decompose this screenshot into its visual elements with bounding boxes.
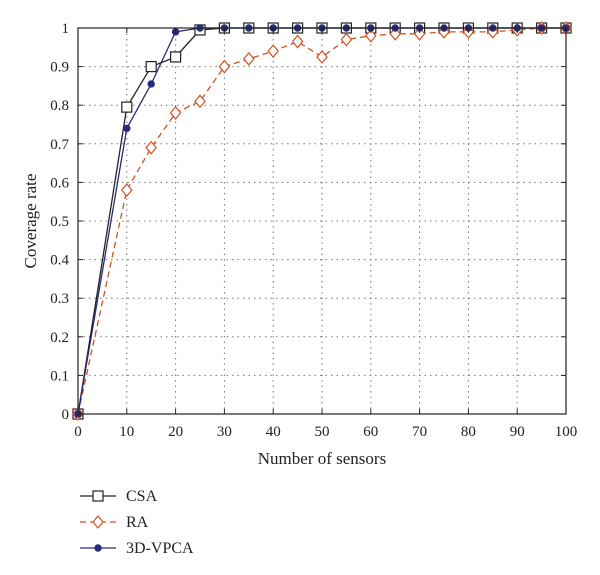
- x-tick-label: 20: [168, 424, 183, 440]
- data-point-ra: [194, 94, 206, 109]
- legend-item-ra: RA: [80, 514, 149, 531]
- data-point-csa: [145, 60, 157, 73]
- y-tick-label: 0.3: [50, 291, 69, 307]
- legend: CSA RA 3D-VPCA: [80, 488, 194, 557]
- data-point-ra: [389, 26, 401, 41]
- data-point-ra: [365, 28, 377, 43]
- x-tick-label: 40: [266, 424, 281, 440]
- legend-item-csa: CSA: [80, 488, 158, 505]
- axis-ticks: 0 10 20 30 40 50 60 70 80 90 100 0 0.1 0.2 0.3 0.4 0.5 0.…: [50, 21, 577, 440]
- y-tick-label: 0.7: [50, 137, 69, 153]
- grid-lines: [78, 28, 566, 414]
- data-point-ra: [291, 34, 304, 49]
- data-point-ra: [340, 32, 353, 47]
- y-tick-label: 0.1: [50, 368, 69, 384]
- x-tick-label: 80: [461, 424, 476, 440]
- x-tick-label: 60: [363, 424, 378, 440]
- legend-item-3d-vpca: 3D-VPCA: [80, 540, 194, 557]
- x-tick-label: 10: [119, 424, 134, 440]
- legend-marker-3d-vpca: [94, 544, 102, 552]
- legend-marker-ra: [92, 515, 104, 529]
- data-point-3d-vpca: [123, 124, 131, 133]
- y-tick-label: 0.9: [50, 60, 69, 76]
- y-tick-label: 0.8: [50, 98, 69, 114]
- legend-label-csa: CSA: [126, 488, 158, 505]
- data-point-ra: [145, 140, 157, 155]
- data-point-ra: [316, 50, 328, 64]
- x-tick-label: 30: [217, 424, 232, 440]
- y-tick-label: 0.5: [50, 214, 69, 230]
- data-point-ra: [169, 105, 182, 120]
- data-point-csa: [170, 51, 182, 63]
- data-point-ra: [121, 183, 133, 198]
- x-tick-label: 0: [74, 424, 82, 440]
- data-point-csa: [121, 101, 133, 113]
- data-point-ra: [243, 51, 255, 66]
- x-tick-label: 90: [510, 424, 525, 440]
- y-tick-label: 0: [62, 407, 70, 423]
- data-point-ra: [413, 26, 426, 41]
- y-tick-label: 0.6: [50, 175, 69, 191]
- y-axis-label: Coverage rate: [21, 174, 40, 269]
- y-tick-label: 0.4: [50, 253, 69, 269]
- x-axis-label: Number of sensors: [258, 449, 386, 468]
- legend-label-3d-vpca: 3D-VPCA: [126, 540, 194, 557]
- data-point-ra: [218, 59, 231, 74]
- x-tick-label: 100: [555, 424, 578, 440]
- legend-label-ra: RA: [126, 514, 149, 531]
- y-tick-label: 0.2: [50, 330, 69, 346]
- x-tick-label: 70: [412, 424, 427, 440]
- data-point-3d-vpca: [147, 80, 155, 88]
- x-tick-label: 50: [315, 424, 330, 440]
- y-tick-label: 1: [62, 21, 70, 37]
- legend-marker-csa: [92, 490, 104, 502]
- data-point-ra: [267, 44, 279, 59]
